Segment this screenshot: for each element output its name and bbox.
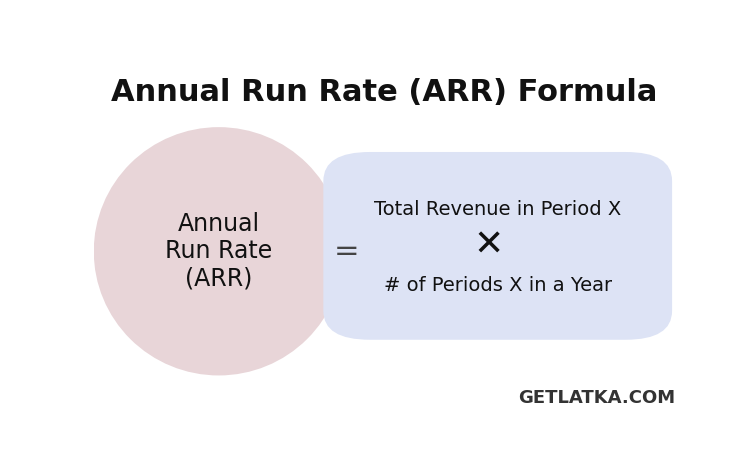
Text: Annual: Annual <box>178 212 260 236</box>
FancyBboxPatch shape <box>323 152 672 340</box>
Text: # of Periods X in a Year: # of Periods X in a Year <box>384 276 612 295</box>
Text: ✕: ✕ <box>474 229 504 263</box>
Text: Annual Run Rate (ARR) Formula: Annual Run Rate (ARR) Formula <box>111 78 658 107</box>
Text: Run Rate: Run Rate <box>165 239 272 263</box>
Text: GETLATKA.COM: GETLATKA.COM <box>518 388 675 407</box>
Text: (ARR): (ARR) <box>185 266 253 290</box>
Text: Total Revenue in Period X: Total Revenue in Period X <box>374 200 621 219</box>
Text: =: = <box>334 237 359 266</box>
Ellipse shape <box>94 127 344 376</box>
